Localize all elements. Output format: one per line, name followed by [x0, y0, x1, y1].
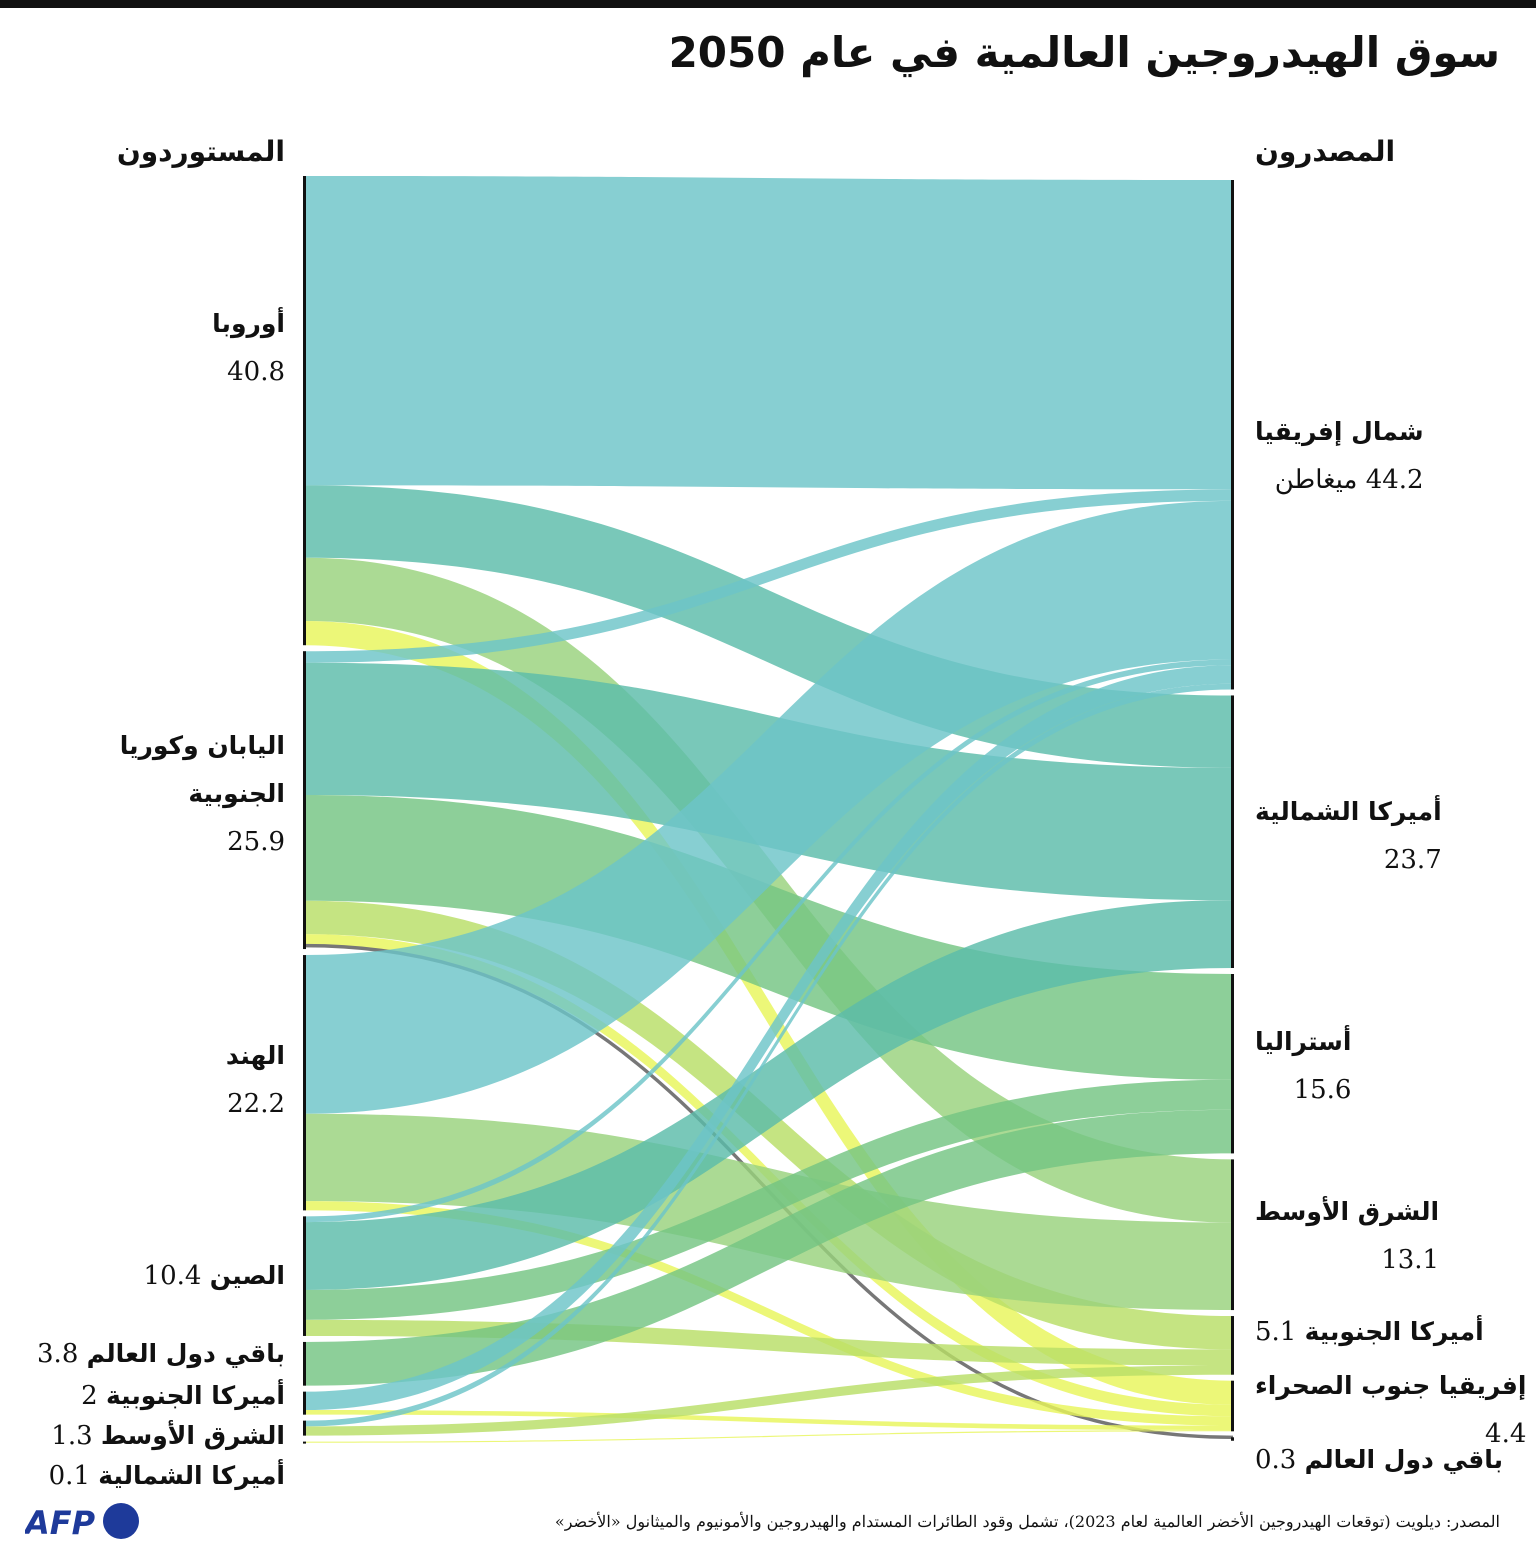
chart-title: سوق الهيدروجين العالمية في عام 2050	[668, 28, 1500, 77]
region-value: 10.4	[143, 1261, 210, 1291]
region-name: أستراليا	[1255, 1027, 1352, 1056]
region-value: 0.3	[1255, 1445, 1305, 1475]
region-value: 0.1	[48, 1461, 99, 1491]
region-name: باقي دول العالم	[86, 1339, 285, 1368]
region-name: الصين	[209, 1261, 285, 1290]
importer-label-jk: اليابان وكوريا الجنوبية 25.9	[85, 722, 285, 866]
exporter-label-aus: أستراليا 15.6	[1255, 1018, 1351, 1114]
flow-na-to-ssa	[305, 1430, 1233, 1443]
exporter-node-bar-rw	[1231, 1437, 1234, 1441]
flow-cn-to-nam	[305, 900, 1233, 1290]
flow-me-to-sam	[305, 1365, 1233, 1436]
region-value: 5.1	[1255, 1317, 1305, 1347]
exporter-node-bar-naf	[1231, 180, 1234, 690]
region-value: 22.2	[227, 1089, 285, 1119]
region-name: أميركا الجنوبية	[1304, 1317, 1484, 1346]
flow-sa-to-ssa	[305, 1410, 1233, 1431]
region-name: الهند	[225, 1041, 285, 1070]
region-name: أميركا الشمالية	[98, 1461, 285, 1490]
region-name: أميركا الجنوبية	[105, 1381, 285, 1410]
exporter-label-rw: باقي دول العالم 0.3	[1255, 1436, 1503, 1484]
importer-label-eu: أوروبا 40.8	[212, 300, 285, 396]
exporter-label-sam: أميركا الجنوبية 5.1	[1255, 1308, 1484, 1356]
region-name: الشرق الأوسط	[1255, 1197, 1440, 1226]
exporter-node-bar-mde	[1231, 1159, 1234, 1311]
importer-node-bar-na	[303, 1441, 306, 1444]
flow-cn-to-aus	[305, 1079, 1233, 1320]
region-name: أميركا الشمالية	[1255, 797, 1442, 826]
importer-node-bar-in	[303, 955, 306, 1211]
flow-in-to-ssa	[305, 1201, 1233, 1426]
exporter-node-bar-nam	[1231, 695, 1234, 968]
flow-sa-to-naf	[305, 665, 1233, 1411]
importer-label-cn: الصين 10.4	[144, 1252, 285, 1300]
importer-label-in: الهند 22.2	[226, 1032, 285, 1128]
region-value: 40.8	[227, 357, 285, 387]
flow-jk-to-naf	[305, 489, 1233, 663]
exporters-header: المصدرون	[1255, 135, 1396, 168]
importer-label-row: باقي دول العالم 3.8	[37, 1330, 285, 1378]
region-name: إفريقيا جنوب الصحراء	[1255, 1371, 1527, 1400]
region-value: 4.4	[1485, 1419, 1527, 1449]
importer-node-bar-jk	[303, 651, 306, 950]
exporter-label-nam: أميركا الشمالية 23.7	[1255, 788, 1442, 884]
flow-row-to-aus	[305, 1109, 1233, 1386]
flow-me-to-naf	[305, 683, 1233, 1427]
exporter-node-bar-ssa	[1231, 1380, 1234, 1432]
importer-node-bar-row	[303, 1341, 306, 1386]
importer-label-me: الشرق الأوسط 1.3	[51, 1412, 285, 1460]
region-value: 15.6	[1293, 1075, 1352, 1105]
region-value: 23.7	[1383, 845, 1442, 875]
region-name: أوروبا	[212, 309, 285, 338]
exporter-node-bar-aus	[1231, 974, 1234, 1154]
importer-node-bar-eu	[303, 176, 306, 646]
svg-text:AFP: AFP	[25, 1504, 96, 1542]
region-name: باقي دول العالم	[1304, 1445, 1503, 1474]
flow-eu-to-ssa	[305, 621, 1233, 1405]
region-name: الشرق الأوسط	[100, 1421, 285, 1450]
region-value: 44.2 ميغاطن	[1274, 465, 1424, 495]
exporter-node-bar-sam	[1231, 1316, 1234, 1375]
top-bar	[0, 0, 1536, 8]
exporter-label-ssa: إفريقيا جنوب الصحراء 4.4	[1255, 1362, 1526, 1458]
importer-label-na: أميركا الشمالية 0.1	[49, 1452, 285, 1500]
region-name: شمال إفريقيا	[1255, 417, 1424, 446]
exporter-label-naf: شمال إفريقيا 44.2 ميغاطن	[1255, 408, 1424, 504]
importer-node-bar-me	[303, 1420, 306, 1436]
region-value: 3.8	[37, 1339, 87, 1369]
source-note: المصدر: ديلويت (توقعات الهيدروجين الأخضر…	[554, 1512, 1500, 1531]
afp-logo: AFP	[22, 1500, 145, 1548]
flow-eu-to-naf	[305, 176, 1233, 490]
exporter-label-mde: الشرق الأوسط 13.1	[1255, 1188, 1439, 1284]
importers-header: المستوردون	[116, 135, 285, 168]
flow-cn-to-naf	[305, 659, 1233, 1223]
region-value: 1.3	[51, 1421, 101, 1451]
region-value: 13.1	[1381, 1245, 1440, 1275]
flow-jk-to-aus	[305, 794, 1233, 1080]
flow-in-to-naf	[305, 500, 1233, 1114]
importer-node-bar-sa	[303, 1391, 306, 1415]
region-name: اليابان وكوريا الجنوبية	[119, 731, 285, 808]
region-value: 2	[81, 1381, 106, 1411]
importer-node-bar-cn	[303, 1216, 306, 1336]
importer-label-sa: أميركا الجنوبية 2	[81, 1372, 285, 1420]
region-value: 25.9	[227, 827, 285, 857]
